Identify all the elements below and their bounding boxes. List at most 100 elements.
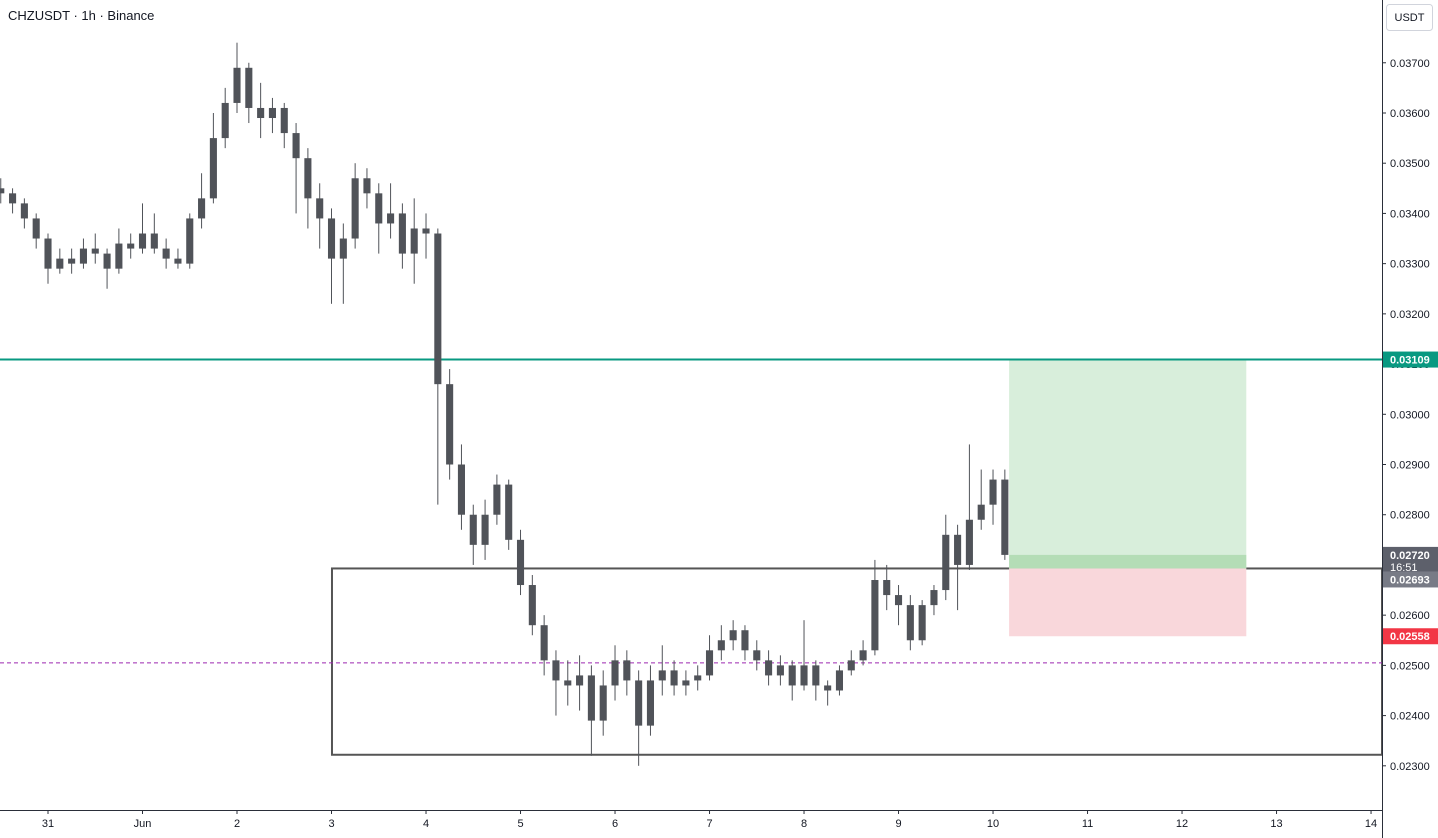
candle-body <box>174 258 182 264</box>
x-tick-label: 10 <box>987 818 999 830</box>
candle-body <box>138 233 147 249</box>
y-tick-label: 0.03600 <box>1390 108 1430 120</box>
candle-body <box>906 605 914 641</box>
candle-body <box>316 198 324 219</box>
candle-body <box>835 670 844 691</box>
level-price-box <box>1383 351 1438 368</box>
y-tick-label: 0.03000 <box>1390 409 1430 421</box>
chart-title: CHZUSDT · 1h · Binance <box>8 8 154 23</box>
candle-body <box>268 107 276 119</box>
candle-body <box>481 514 489 545</box>
candle-body <box>824 685 832 691</box>
candle-body <box>564 680 572 686</box>
stop-price-box <box>1383 628 1438 645</box>
candle-body <box>387 213 395 224</box>
x-tick-label: 5 <box>517 818 523 830</box>
y-tick-label: 0.02800 <box>1390 510 1430 522</box>
candle-body <box>587 675 595 721</box>
candle-body <box>516 539 525 586</box>
candle-body <box>883 580 891 596</box>
currency-label[interactable]: USDT <box>1395 12 1425 24</box>
candle-body <box>434 233 442 385</box>
candle-body <box>847 660 855 671</box>
last-price-label: 0.02720 <box>1390 550 1430 562</box>
candle-body <box>339 238 347 259</box>
candle-body <box>292 133 300 159</box>
candle-body <box>233 67 241 103</box>
candle-body <box>635 680 643 726</box>
candle-body <box>717 640 725 651</box>
candle-body <box>800 665 808 686</box>
candle-body <box>257 107 265 119</box>
candle-body <box>150 233 158 249</box>
candle-body <box>623 660 631 681</box>
candle-body <box>776 665 784 676</box>
candle-body <box>682 680 690 686</box>
x-tick-label: 2 <box>234 818 240 830</box>
candle-body <box>599 685 607 721</box>
candle-body <box>32 218 40 239</box>
level-price-label: 0.03109 <box>1390 355 1430 367</box>
candle-body <box>505 484 513 540</box>
y-tick-label: 0.02400 <box>1390 711 1430 723</box>
candle-body <box>304 158 312 199</box>
target-area <box>1009 359 1247 569</box>
candle-body <box>327 218 336 259</box>
x-tick-label: 6 <box>612 818 618 830</box>
candle-body <box>162 248 170 259</box>
candle-body <box>79 248 87 264</box>
currency-box[interactable] <box>1386 4 1433 31</box>
candle-body <box>20 203 28 219</box>
candle-body <box>186 218 194 264</box>
y-tick-label: 0.03700 <box>1390 58 1430 70</box>
candle-body <box>977 504 985 520</box>
candle-body <box>646 680 655 726</box>
x-tick-label: 3 <box>328 818 334 830</box>
candle-body <box>457 464 465 515</box>
candle-body <box>351 178 359 239</box>
y-tick-label: 0.02600 <box>1390 610 1430 622</box>
candle-body <box>965 519 973 565</box>
countdown-label: 16:51 <box>1390 562 1418 574</box>
candle-body <box>930 590 938 606</box>
candle-body <box>280 107 288 134</box>
candle-body <box>493 484 501 515</box>
y-tick-label: 0.02900 <box>1390 460 1430 472</box>
candle-body <box>209 138 217 199</box>
x-tick-label: 14 <box>1365 818 1377 830</box>
y-tick-label: 0.03400 <box>1390 208 1430 220</box>
entry-price-label: 0.02693 <box>1390 574 1430 586</box>
plot-area <box>0 42 1383 766</box>
candle-body <box>422 228 430 234</box>
x-tick-label: 4 <box>423 818 429 830</box>
x-tick-label: 13 <box>1270 818 1282 830</box>
candle-body <box>198 198 206 219</box>
x-tick-label: 8 <box>801 818 807 830</box>
candle-body <box>658 670 666 681</box>
last-price-box <box>1383 546 1438 575</box>
candle-body <box>918 605 926 641</box>
candle-body <box>741 630 749 651</box>
candle-body <box>765 660 773 676</box>
stop-area <box>1009 568 1247 637</box>
candle-body <box>528 585 536 626</box>
candle-body <box>127 243 135 249</box>
candle-body <box>44 238 52 269</box>
candle-body <box>670 670 678 686</box>
candle-body <box>469 514 477 545</box>
candle-body <box>410 228 418 254</box>
stop-price-label: 0.02558 <box>1390 631 1430 643</box>
x-tick-label: 9 <box>895 818 901 830</box>
candle-body <box>115 243 123 269</box>
x-tick-label: 31 <box>42 818 54 830</box>
candle-body <box>398 213 406 254</box>
open-profit <box>1009 554 1247 569</box>
x-tick-label: Jun <box>134 818 152 830</box>
candle-body <box>753 650 761 661</box>
entry-price-box <box>1383 571 1438 588</box>
candle-body <box>56 258 64 269</box>
candle-body <box>788 665 796 686</box>
candle-body <box>694 675 702 681</box>
candle-body <box>812 665 820 686</box>
